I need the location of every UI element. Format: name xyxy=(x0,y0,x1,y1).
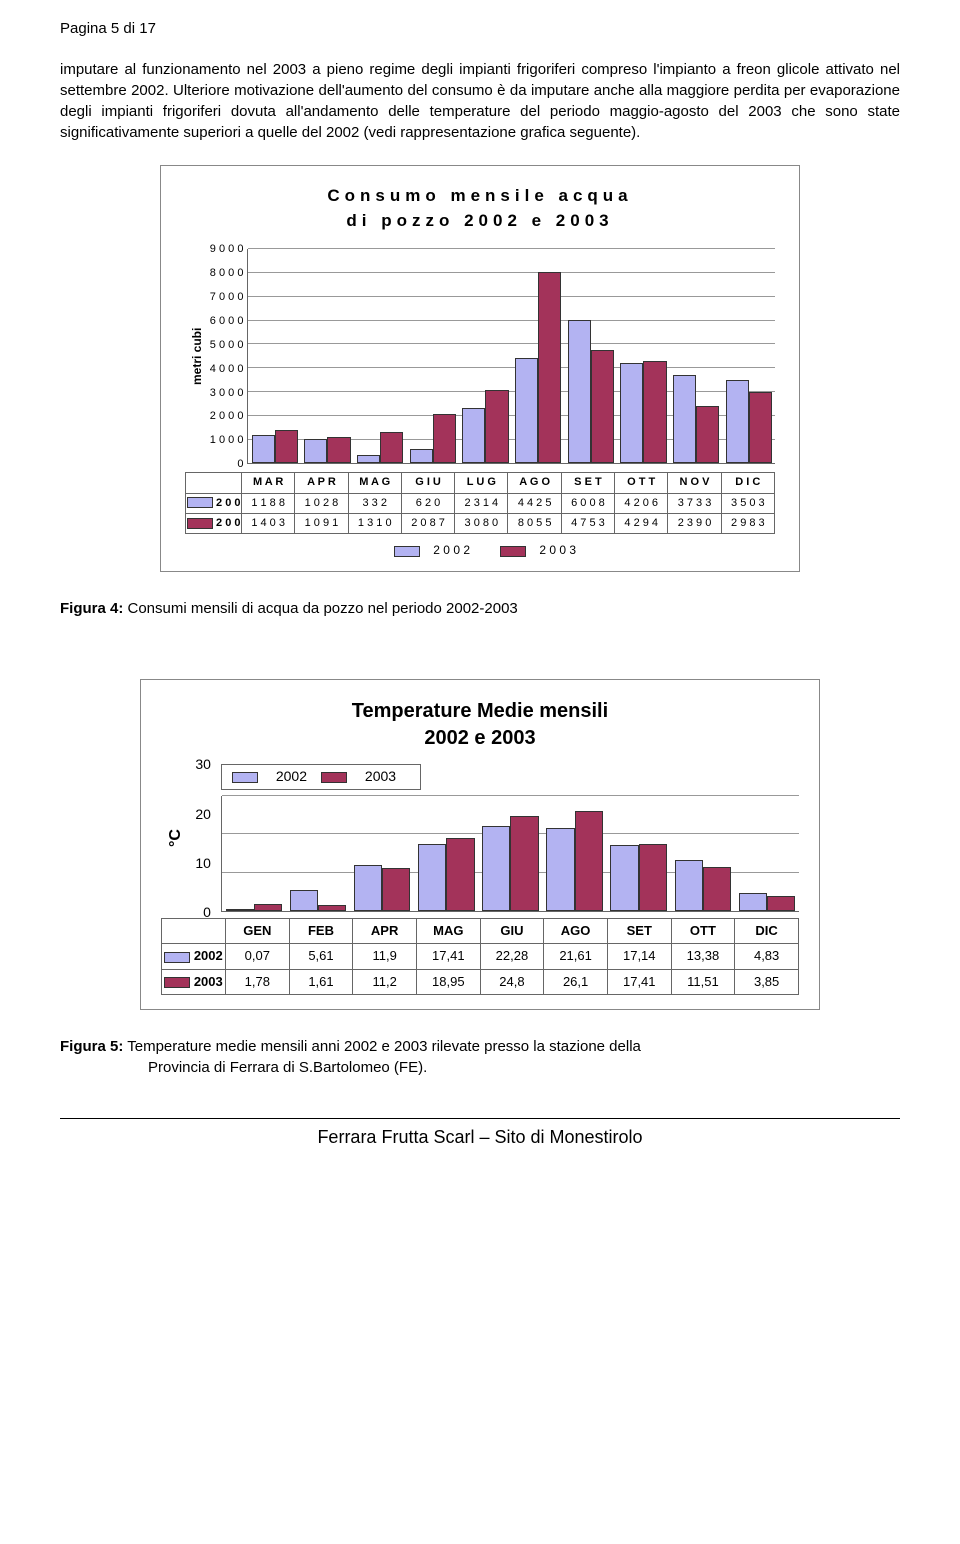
figure-4-caption: Figura 4: Consumi mensili di acqua da po… xyxy=(60,598,900,619)
bar xyxy=(515,358,538,463)
footer-text: Ferrara Frutta Scarl – Sito di Monestiro… xyxy=(60,1119,900,1168)
bar xyxy=(462,408,485,463)
bar xyxy=(252,435,275,463)
bar xyxy=(318,905,346,911)
bar xyxy=(643,361,666,463)
bar xyxy=(226,909,254,911)
bar xyxy=(575,811,603,911)
page-header: Pagina 5 di 17 xyxy=(60,18,900,39)
bar xyxy=(446,838,474,911)
bar xyxy=(610,845,638,911)
chart1-data-table: M A RA P RM A GG I UL U GA G OS E TO T T… xyxy=(185,472,775,534)
chart1-yticks: 9 0 0 08 0 0 07 0 0 06 0 0 05 0 0 04 0 0… xyxy=(210,249,248,464)
chart1-ylabel: metri cubi xyxy=(185,249,210,464)
bar xyxy=(410,449,433,464)
bar xyxy=(703,867,731,911)
chart1-plot xyxy=(247,249,775,464)
chart1-title: Consumo mensile acqua di pozzo 2002 e 20… xyxy=(185,184,775,233)
chart2-plot xyxy=(221,796,799,912)
bar xyxy=(739,893,767,912)
bar xyxy=(304,439,327,463)
bar xyxy=(275,430,298,463)
bar xyxy=(546,828,574,911)
bar xyxy=(673,375,696,464)
bar xyxy=(380,432,403,463)
chart1-legend: 2 0 0 2 2 0 0 3 xyxy=(185,542,775,559)
chart-water-consumption: Consumo mensile acqua di pozzo 2002 e 20… xyxy=(160,165,800,572)
bar xyxy=(591,350,614,463)
bar xyxy=(749,392,772,463)
bar xyxy=(382,868,410,911)
chart-temperatures: Temperature Medie mensili 2002 e 2003 °C… xyxy=(140,679,820,1010)
body-paragraph: imputare al funzionamento nel 2003 a pie… xyxy=(60,59,900,143)
chart2-ylabel: °C xyxy=(161,764,191,912)
bar xyxy=(357,455,380,463)
bar xyxy=(767,896,795,911)
bar xyxy=(433,414,456,464)
bar xyxy=(418,844,446,911)
bar xyxy=(354,865,382,911)
bar xyxy=(696,406,719,463)
bar xyxy=(639,844,667,911)
chart2-data-table: GENFEBAPRMAGGIUAGOSETOTTDIC 20020,075,61… xyxy=(161,918,799,995)
bar xyxy=(726,380,749,463)
chart2-legend: 2002 2003 xyxy=(221,764,421,790)
chart2-yticks: 3020100 xyxy=(195,764,217,912)
bar xyxy=(482,826,510,912)
bar xyxy=(620,363,643,463)
bar xyxy=(485,390,508,463)
bar xyxy=(254,904,282,911)
bar xyxy=(510,816,538,911)
bar xyxy=(568,320,591,463)
bar xyxy=(538,272,561,464)
chart2-title: Temperature Medie mensili 2002 e 2003 xyxy=(161,698,799,752)
bar xyxy=(675,860,703,911)
figure-5-caption: Figura 5: Temperature medie mensili anni… xyxy=(60,1036,900,1078)
bar xyxy=(290,890,318,912)
bar xyxy=(327,437,350,463)
